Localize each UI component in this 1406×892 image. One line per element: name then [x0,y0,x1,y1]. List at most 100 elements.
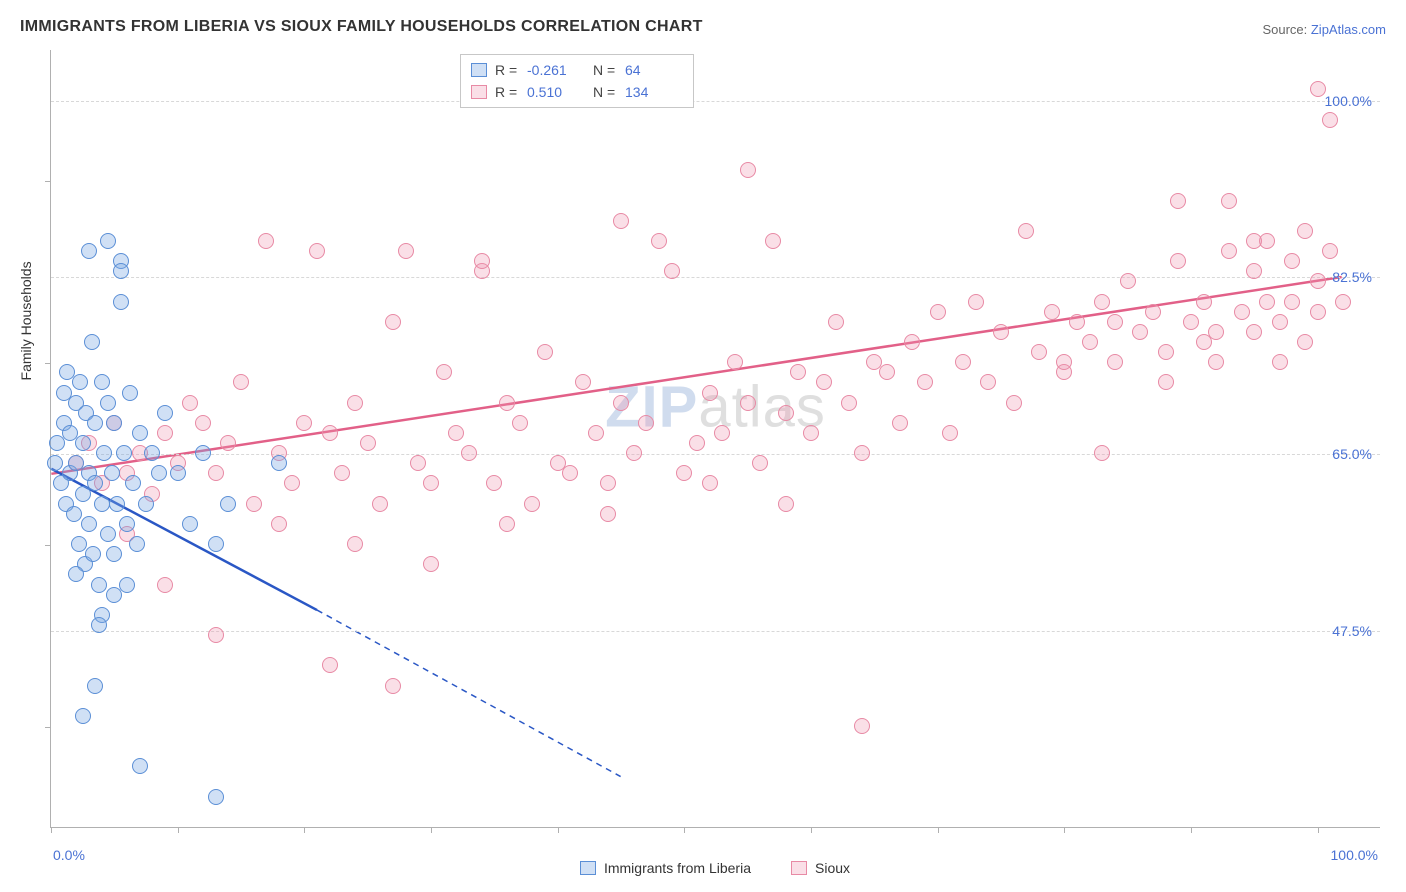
swatch-series-b [791,861,807,875]
n-value-b: 134 [625,84,683,100]
plot-area: ZIPatlas 47.5%65.0%82.5%100.0%0.0%100.0% [50,50,1380,828]
data-point-a [104,465,120,481]
data-point-b [322,657,338,673]
data-point-b [562,465,578,481]
data-point-b [575,374,591,390]
data-point-b [892,415,908,431]
data-point-b [1069,314,1085,330]
data-point-b [778,496,794,512]
data-point-a [132,758,148,774]
data-point-b [423,475,439,491]
data-point-b [524,496,540,512]
data-point-a [81,243,97,259]
data-point-b [436,364,452,380]
data-point-b [296,415,312,431]
data-point-b [740,395,756,411]
x-tick [558,827,559,833]
data-point-a [170,465,186,481]
stats-row-a: R = -0.261 N = 64 [471,59,683,81]
data-point-b [702,385,718,401]
data-point-b [664,263,680,279]
data-point-b [309,243,325,259]
data-point-a [151,465,167,481]
trend-lines [51,50,1380,827]
data-point-b [1170,253,1186,269]
data-point-b [360,435,376,451]
data-point-a [208,789,224,805]
data-point-b [980,374,996,390]
data-point-b [638,415,654,431]
data-point-b [828,314,844,330]
data-point-b [258,233,274,249]
data-point-b [1120,273,1136,289]
data-point-b [689,435,705,451]
data-point-a [91,577,107,593]
gridline-h [51,101,1380,102]
data-point-b [1310,81,1326,97]
data-point-a [81,516,97,532]
data-point-b [195,415,211,431]
data-point-b [537,344,553,360]
x-tick [431,827,432,833]
data-point-b [651,233,667,249]
data-point-a [195,445,211,461]
x-tick [811,827,812,833]
data-point-b [347,536,363,552]
data-point-b [1246,233,1262,249]
data-point-b [740,162,756,178]
data-point-a [100,233,116,249]
data-point-b [1170,193,1186,209]
y-tick [45,181,51,182]
legend-item-b: Sioux [791,860,850,876]
data-point-a [119,516,135,532]
data-point-a [87,678,103,694]
series-a-name: Immigrants from Liberia [604,860,751,876]
data-point-b [765,233,781,249]
data-point-b [1208,354,1224,370]
swatch-series-a [471,63,487,77]
data-point-b [182,395,198,411]
data-point-b [1006,395,1022,411]
data-point-a [220,496,236,512]
data-point-b [816,374,832,390]
data-point-b [398,243,414,259]
x-tick [1318,827,1319,833]
data-point-b [613,213,629,229]
y-axis-title: Family Households [18,261,34,380]
data-point-b [1145,304,1161,320]
data-point-b [588,425,604,441]
data-point-b [942,425,958,441]
data-point-a [100,526,116,542]
r-value-b: 0.510 [527,84,585,100]
data-point-b [714,425,730,441]
data-point-b [600,506,616,522]
data-point-b [1107,354,1123,370]
data-point-a [75,435,91,451]
data-point-b [1056,354,1072,370]
gridline-h [51,277,1380,278]
data-point-a [113,294,129,310]
n-value-a: 64 [625,62,683,78]
data-point-b [1246,324,1262,340]
data-point-a [157,405,173,421]
data-point-a [106,587,122,603]
data-point-b [1335,294,1351,310]
gridline-h [51,454,1380,455]
data-point-a [138,496,154,512]
stats-legend: R = -0.261 N = 64 R = 0.510 N = 134 [460,54,694,108]
data-point-a [68,566,84,582]
data-point-b [626,445,642,461]
data-point-b [448,425,464,441]
source-link[interactable]: ZipAtlas.com [1311,22,1386,37]
data-point-a [109,496,125,512]
data-point-b [1297,223,1313,239]
data-point-b [752,455,768,471]
y-tick [45,545,51,546]
data-point-a [94,374,110,390]
data-point-b [968,294,984,310]
data-point-b [955,354,971,370]
data-point-b [1208,324,1224,340]
data-point-b [1158,344,1174,360]
data-point-b [410,455,426,471]
data-point-a [75,708,91,724]
